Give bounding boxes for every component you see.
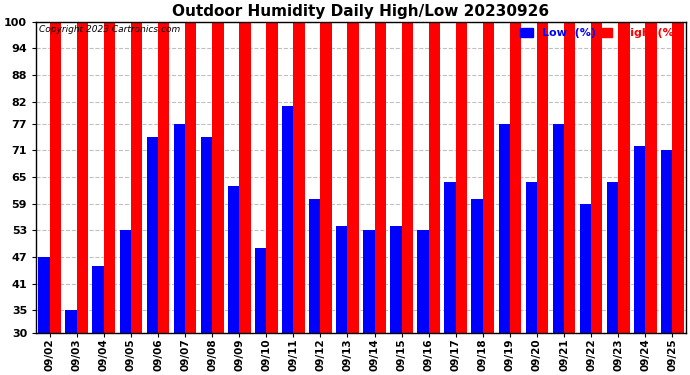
Bar (50, 22, 61, 333)
Bar (537, 22, 549, 333)
Bar (39, 257, 50, 333)
Bar (456, 22, 467, 333)
Bar (158, 22, 169, 333)
Text: Copyright 2023 Cartronics.com: Copyright 2023 Cartronics.com (39, 25, 181, 34)
Bar (402, 22, 413, 333)
Bar (391, 226, 402, 333)
Bar (255, 248, 266, 333)
Bar (212, 22, 224, 333)
Bar (498, 124, 510, 333)
Bar (645, 22, 657, 333)
Bar (201, 137, 212, 333)
Bar (66, 310, 77, 333)
Bar (119, 230, 131, 333)
Bar (661, 150, 672, 333)
Bar (375, 22, 386, 333)
Bar (282, 106, 293, 333)
Bar (77, 22, 88, 333)
Bar (428, 22, 440, 333)
Title: Outdoor Humidity Daily High/Low 20230926: Outdoor Humidity Daily High/Low 20230926 (172, 4, 549, 19)
Bar (104, 22, 115, 333)
Bar (564, 22, 575, 333)
Bar (618, 22, 629, 333)
Bar (131, 22, 142, 333)
Bar (309, 200, 320, 333)
Bar (471, 200, 483, 333)
Bar (444, 182, 456, 333)
Bar (553, 124, 564, 333)
Bar (672, 22, 684, 333)
Bar (266, 22, 277, 333)
Bar (174, 124, 185, 333)
Bar (363, 230, 375, 333)
Bar (336, 226, 348, 333)
Bar (580, 204, 591, 333)
Bar (607, 182, 618, 333)
Legend: Low  (%), High  (%): Low (%), High (%) (518, 27, 680, 40)
Bar (348, 22, 359, 333)
Bar (147, 137, 158, 333)
Bar (483, 22, 494, 333)
Bar (92, 266, 104, 333)
Bar (185, 22, 197, 333)
Bar (591, 22, 602, 333)
Bar (320, 22, 332, 333)
Bar (417, 230, 428, 333)
Bar (239, 22, 250, 333)
Bar (634, 146, 645, 333)
Bar (510, 22, 521, 333)
Bar (228, 186, 239, 333)
Bar (293, 22, 305, 333)
Bar (526, 182, 537, 333)
